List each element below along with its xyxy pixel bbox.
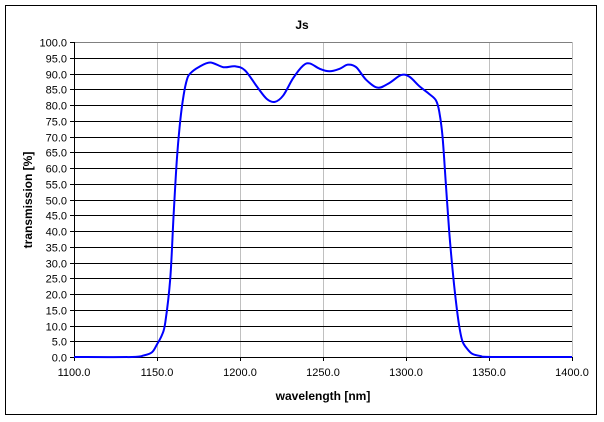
y-axis-title: transmission [%]	[21, 152, 35, 249]
x-tick-label: 1250.0	[306, 367, 340, 379]
y-tick-label: 70.0	[46, 133, 67, 145]
series-line-js	[73, 61, 573, 359]
chart-frame	[5, 5, 597, 415]
y-tick-label: 60.0	[46, 164, 67, 176]
y-tick-label: 25.0	[46, 274, 67, 286]
y-tick-label: 80.0	[46, 101, 67, 113]
x-tick-label: 1200.0	[223, 367, 257, 379]
y-tick-label: 75.0	[46, 117, 67, 129]
y-tick-label: 50.0	[46, 196, 67, 208]
y-tick-label: 45.0	[46, 211, 67, 223]
y-tick-label: 100.0	[39, 38, 67, 50]
x-tick-label: 1400.0	[555, 367, 589, 379]
y-tick-label: 0.0	[52, 353, 67, 365]
y-tick-label: 65.0	[46, 148, 67, 160]
x-tick-label: 1300.0	[389, 367, 423, 379]
x-tick-label: 1100.0	[58, 367, 91, 379]
y-tick-label: 90.0	[46, 70, 67, 82]
y-tick-label: 20.0	[46, 290, 67, 302]
y-tick-label: 30.0	[46, 259, 67, 271]
y-tick-label: 55.0	[46, 180, 67, 192]
y-tick-label: 15.0	[46, 306, 67, 318]
y-tick-label: 85.0	[46, 85, 67, 97]
x-tick-label: 1350.0	[472, 367, 506, 379]
x-axis-title: wavelength [nm]	[275, 389, 371, 403]
y-tick-label: 35.0	[46, 243, 67, 255]
y-tick-label: 5.0	[52, 337, 67, 349]
y-tick-label: 40.0	[46, 227, 67, 239]
chart-title: Js	[295, 18, 309, 32]
y-tick-label: 10.0	[46, 322, 67, 334]
y-tick-label: 95.0	[46, 54, 67, 66]
x-tick-label: 1150.0	[141, 367, 174, 379]
